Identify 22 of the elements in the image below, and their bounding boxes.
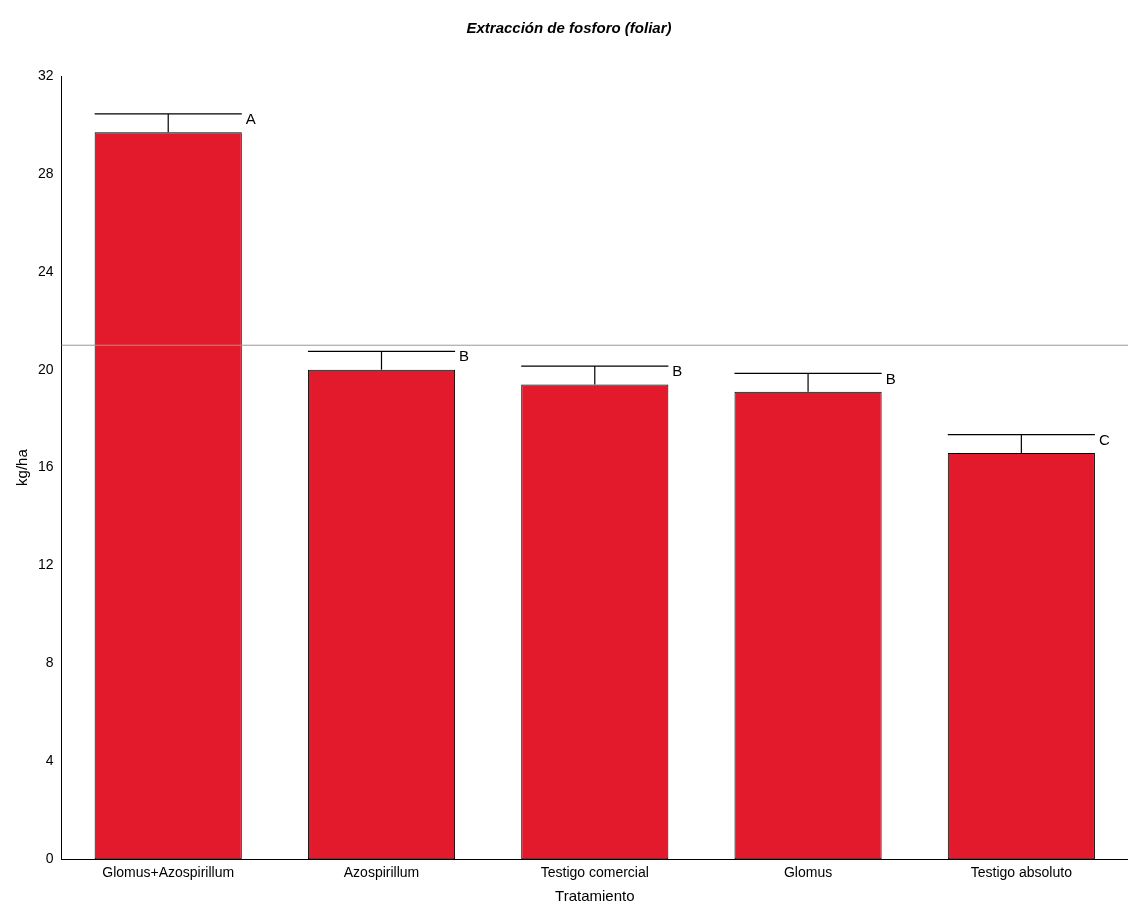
annotation: B [885,369,896,387]
annotation: C [1098,430,1110,448]
chart-title: Extracción de fosforo (foliar) [466,19,672,37]
y-tick-label: 28 [37,164,54,181]
annotation: A [245,110,256,128]
y-tick-label: 0 [45,850,54,867]
annotation: B [459,347,470,365]
annotation: B [672,362,683,380]
y-tick-label: 20 [37,360,54,377]
y-tick-label: 4 [45,752,54,769]
x-tick-label: Glomus+Azospirillum [102,864,235,881]
y-tick-label: 32 [37,66,54,83]
x-tick-label: Testigo absoluto [970,864,1073,881]
y-tick-label: 16 [37,458,54,475]
x-axis-title: Tratamiento [555,887,635,905]
y-tick-label: 24 [37,262,54,279]
x-tick-label: Azospirillum [343,864,420,881]
y-tick-label: 12 [37,556,54,573]
y-axis-title: kg/ha [13,448,31,486]
x-tick-label: Glomus [783,864,833,881]
y-tick-label: 8 [45,654,54,671]
x-tick-label: Testigo comercial [540,864,649,881]
